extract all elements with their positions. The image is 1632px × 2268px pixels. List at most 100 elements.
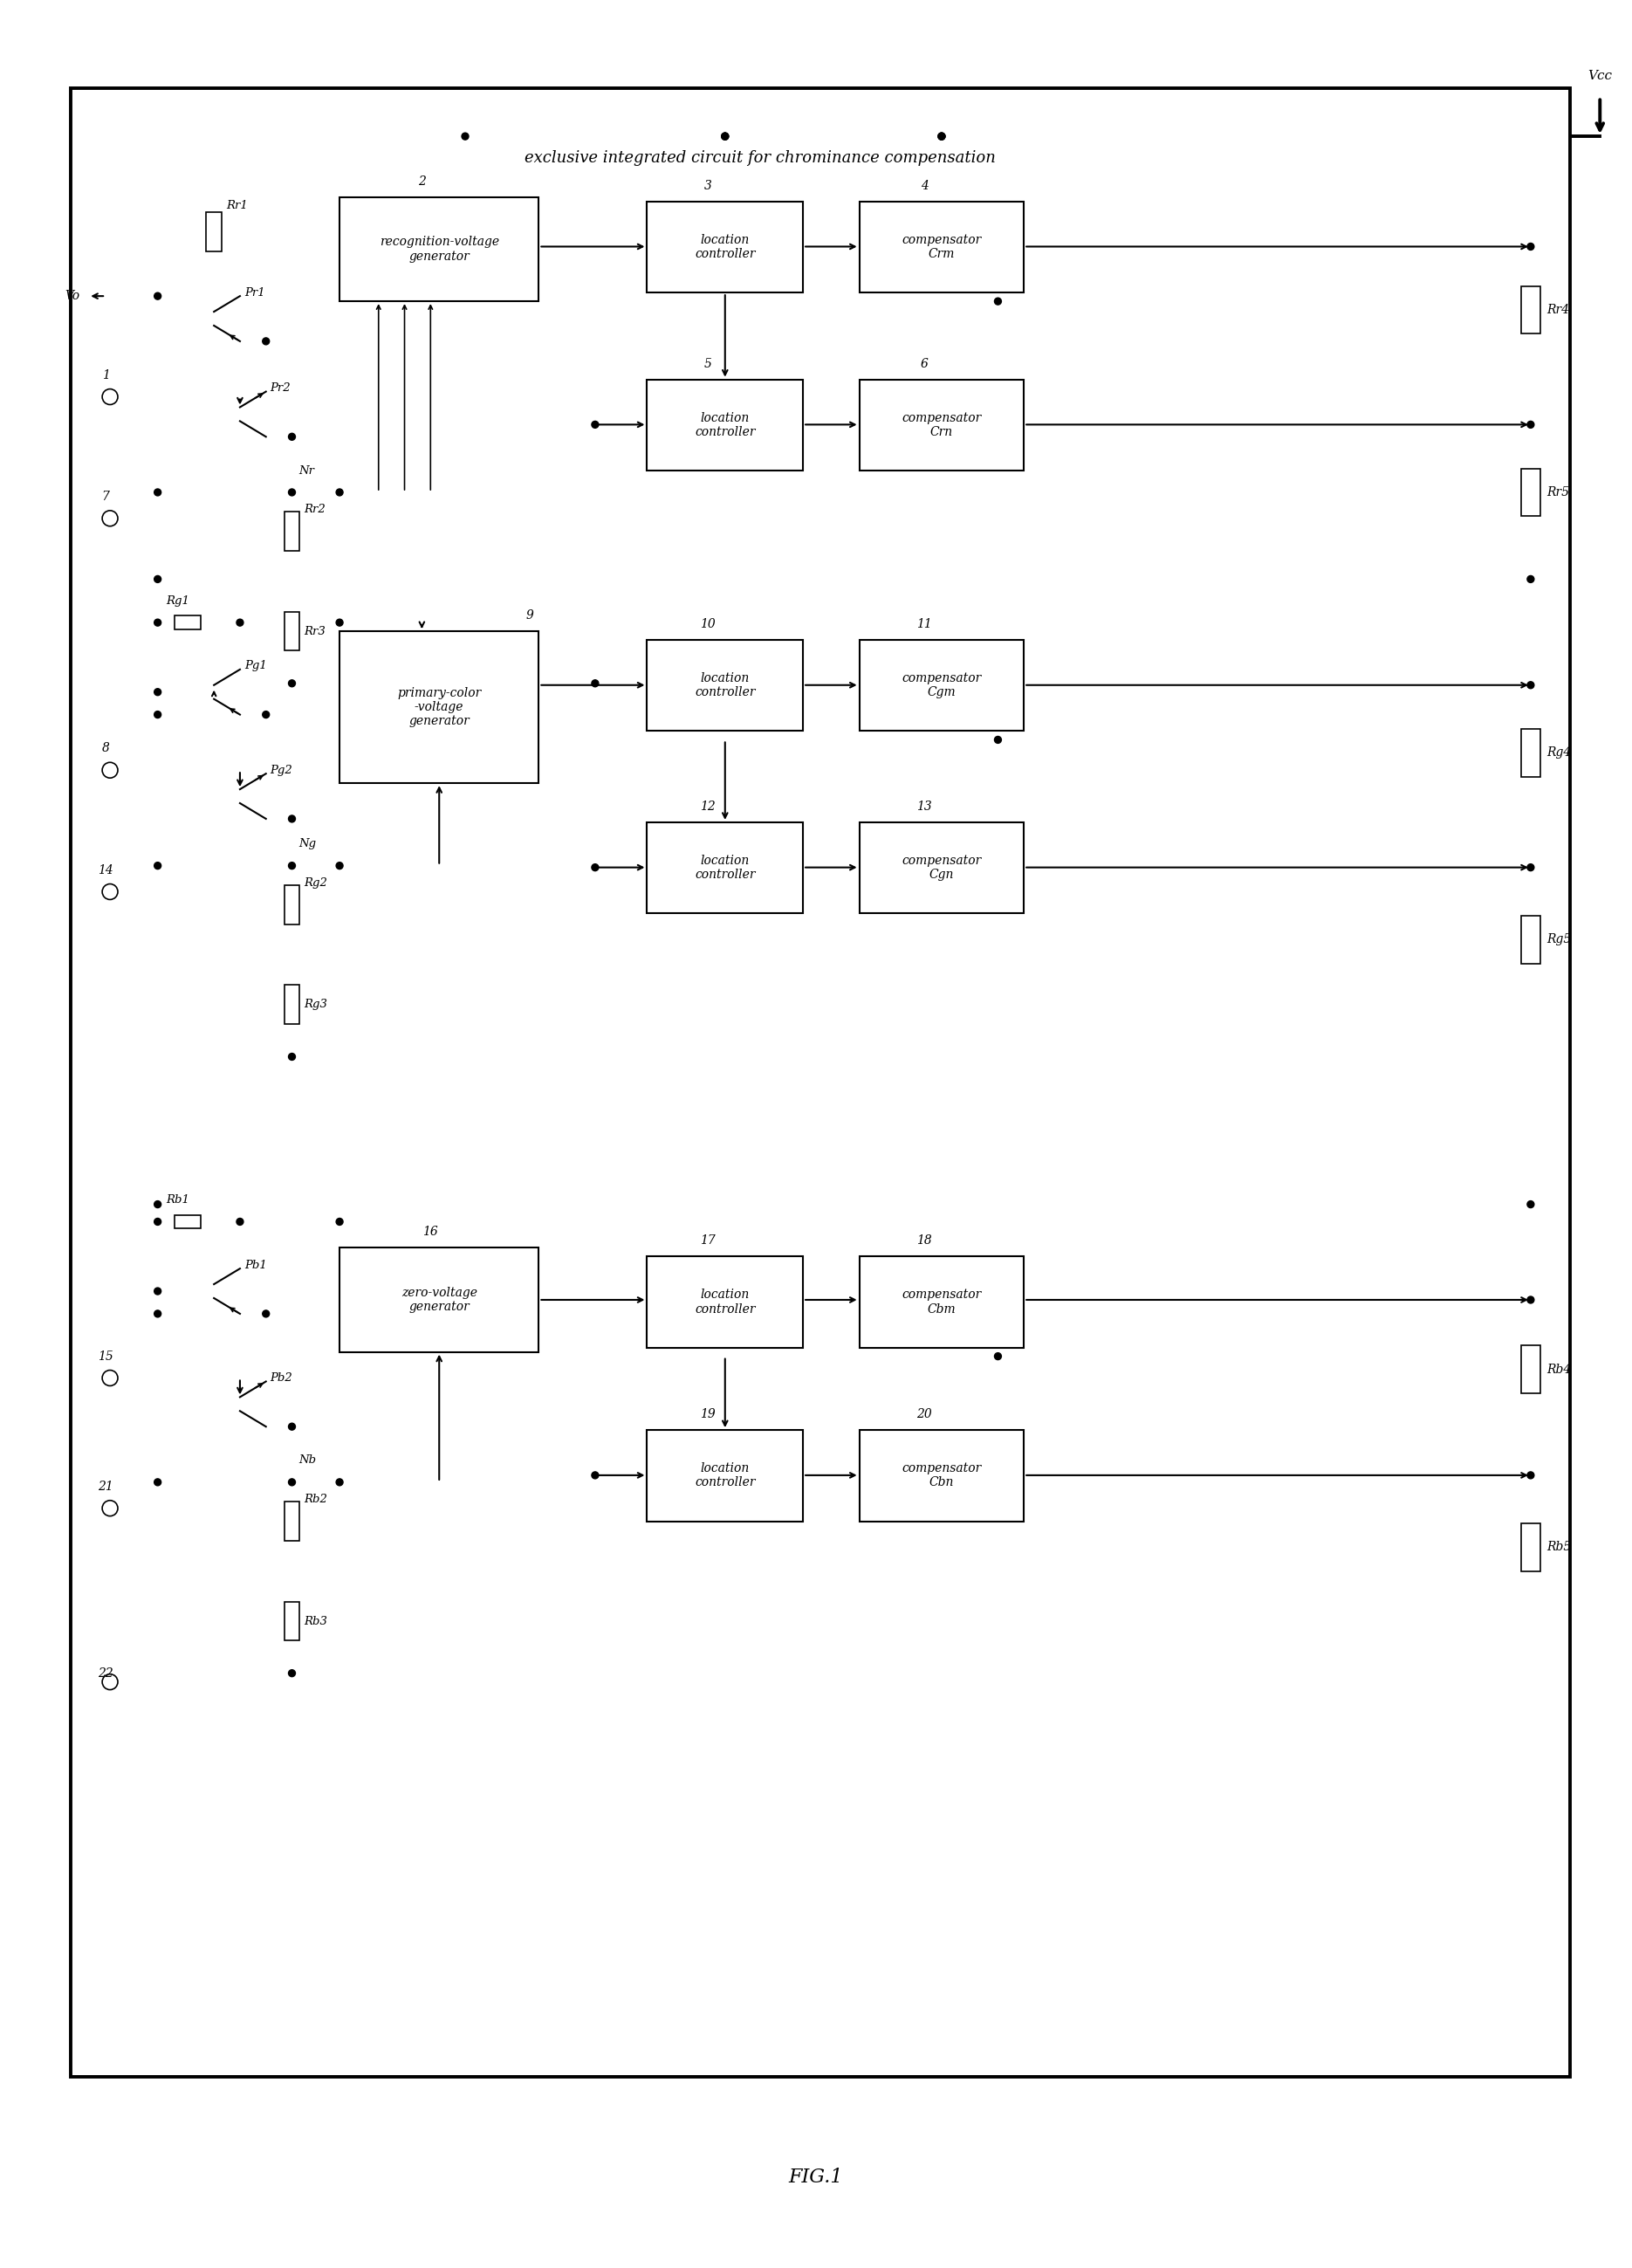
Text: Rb4: Rb4 bbox=[1546, 1363, 1572, 1374]
Text: Ng: Ng bbox=[299, 839, 317, 850]
Circle shape bbox=[1528, 1297, 1534, 1304]
Text: Pb2: Pb2 bbox=[271, 1372, 292, 1383]
Text: 1: 1 bbox=[101, 370, 109, 381]
Circle shape bbox=[153, 689, 162, 696]
Text: 15: 15 bbox=[98, 1349, 114, 1363]
Text: Pb1: Pb1 bbox=[245, 1259, 266, 1270]
Circle shape bbox=[938, 134, 945, 141]
Circle shape bbox=[289, 680, 295, 687]
Bar bbox=[646, 1431, 803, 1522]
Bar bbox=[1521, 728, 1541, 776]
Bar bbox=[860, 202, 1023, 293]
Bar bbox=[1521, 1524, 1541, 1572]
Bar bbox=[1521, 1345, 1541, 1393]
Text: 4: 4 bbox=[920, 179, 929, 193]
Circle shape bbox=[994, 737, 1002, 744]
Circle shape bbox=[153, 576, 162, 583]
Circle shape bbox=[289, 1052, 295, 1059]
Circle shape bbox=[237, 619, 243, 626]
Text: location
controller: location controller bbox=[695, 1288, 756, 1315]
Text: recognition-voltage
generator: recognition-voltage generator bbox=[379, 236, 499, 263]
Circle shape bbox=[153, 1288, 162, 1295]
Circle shape bbox=[153, 1311, 162, 1318]
Bar bbox=[1521, 286, 1541, 333]
Text: 8: 8 bbox=[101, 742, 109, 755]
Bar bbox=[175, 615, 201, 631]
Circle shape bbox=[289, 490, 295, 497]
Circle shape bbox=[289, 1669, 295, 1676]
Circle shape bbox=[153, 1200, 162, 1209]
Text: primary-color
-voltage
generator: primary-color -voltage generator bbox=[397, 687, 481, 728]
Circle shape bbox=[289, 862, 295, 869]
Text: Rr4: Rr4 bbox=[1546, 304, 1568, 315]
Bar bbox=[1521, 916, 1541, 964]
Circle shape bbox=[336, 1218, 343, 1225]
Bar bbox=[175, 1216, 201, 1229]
Text: 17: 17 bbox=[700, 1234, 715, 1247]
Circle shape bbox=[462, 134, 468, 141]
Circle shape bbox=[592, 680, 599, 687]
Circle shape bbox=[263, 712, 269, 719]
Bar bbox=[860, 379, 1023, 469]
Text: Rg5: Rg5 bbox=[1546, 934, 1572, 946]
Text: location
controller: location controller bbox=[695, 413, 756, 438]
Text: 11: 11 bbox=[917, 619, 932, 631]
Circle shape bbox=[721, 134, 728, 141]
Text: Vo: Vo bbox=[65, 290, 80, 302]
Circle shape bbox=[153, 1479, 162, 1486]
Circle shape bbox=[1528, 1200, 1534, 1209]
Text: 14: 14 bbox=[98, 864, 114, 875]
Bar bbox=[339, 197, 539, 302]
Bar bbox=[646, 1256, 803, 1347]
Text: Nb: Nb bbox=[299, 1454, 317, 1465]
Circle shape bbox=[153, 1218, 162, 1225]
Circle shape bbox=[592, 864, 599, 871]
Circle shape bbox=[263, 338, 269, 345]
Bar bbox=[860, 1431, 1023, 1522]
Bar bbox=[339, 631, 539, 782]
Circle shape bbox=[153, 619, 162, 626]
Bar bbox=[646, 640, 803, 730]
Text: Rg2: Rg2 bbox=[304, 878, 328, 889]
Text: 9: 9 bbox=[526, 610, 534, 621]
Circle shape bbox=[336, 862, 343, 869]
Circle shape bbox=[1528, 1472, 1534, 1479]
Text: Vcc: Vcc bbox=[1588, 70, 1612, 82]
Text: Rb1: Rb1 bbox=[166, 1195, 189, 1207]
Circle shape bbox=[289, 814, 295, 823]
Text: Pr1: Pr1 bbox=[245, 288, 264, 299]
Bar bbox=[1521, 469, 1541, 517]
Circle shape bbox=[938, 134, 945, 141]
Bar bbox=[860, 823, 1023, 914]
Text: compensator
Crm: compensator Crm bbox=[902, 234, 981, 261]
Bar bbox=[284, 612, 300, 651]
Circle shape bbox=[1528, 243, 1534, 249]
Text: 2: 2 bbox=[418, 175, 426, 188]
Text: 12: 12 bbox=[700, 801, 715, 812]
Text: 20: 20 bbox=[917, 1408, 932, 1420]
Text: 19: 19 bbox=[700, 1408, 715, 1420]
Text: compensator
Cgm: compensator Cgm bbox=[902, 671, 981, 699]
Text: 21: 21 bbox=[98, 1481, 114, 1492]
Circle shape bbox=[153, 293, 162, 299]
Circle shape bbox=[153, 712, 162, 719]
Text: 22: 22 bbox=[98, 1667, 114, 1678]
Bar bbox=[339, 1247, 539, 1352]
Circle shape bbox=[263, 1311, 269, 1318]
Text: Nr: Nr bbox=[299, 465, 315, 476]
Circle shape bbox=[592, 422, 599, 429]
Text: 16: 16 bbox=[423, 1227, 439, 1238]
Text: FIG.1: FIG.1 bbox=[788, 2168, 844, 2186]
Bar bbox=[284, 513, 300, 551]
Text: 7: 7 bbox=[101, 490, 109, 503]
Circle shape bbox=[1528, 576, 1534, 583]
Text: Rr3: Rr3 bbox=[304, 626, 326, 637]
Bar bbox=[860, 1256, 1023, 1347]
Text: Pg1: Pg1 bbox=[245, 660, 266, 671]
Circle shape bbox=[994, 297, 1002, 304]
Circle shape bbox=[938, 134, 945, 141]
Text: 5: 5 bbox=[703, 358, 712, 370]
Circle shape bbox=[153, 862, 162, 869]
Bar bbox=[860, 640, 1023, 730]
Bar bbox=[72, 88, 1570, 2077]
